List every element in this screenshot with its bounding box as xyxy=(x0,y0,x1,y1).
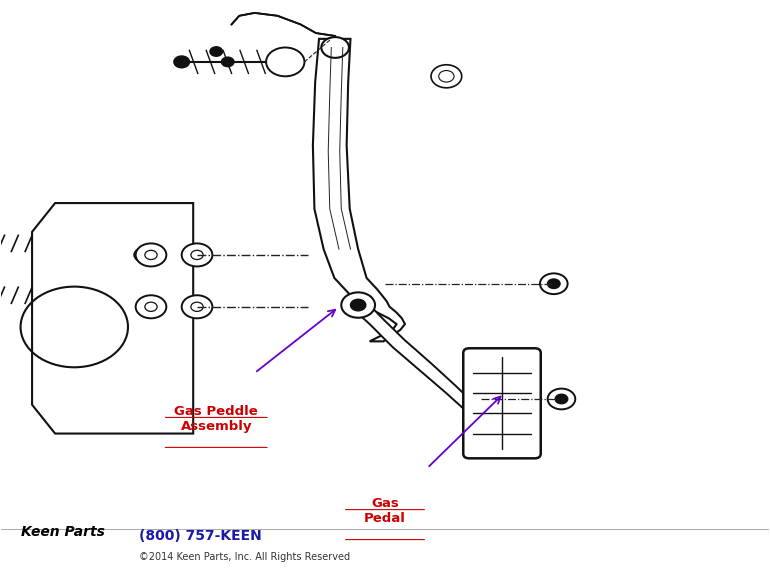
Text: Gas
Pedal: Gas Pedal xyxy=(364,497,406,525)
Text: ©2014 Keen Parts, Inc. All Rights Reserved: ©2014 Keen Parts, Inc. All Rights Reserv… xyxy=(139,552,350,562)
Circle shape xyxy=(555,394,567,404)
Circle shape xyxy=(547,389,575,409)
Circle shape xyxy=(136,243,166,266)
Polygon shape xyxy=(32,203,193,434)
Text: (800) 757-KEEN: (800) 757-KEEN xyxy=(139,529,263,543)
Circle shape xyxy=(341,292,375,318)
Circle shape xyxy=(174,56,189,68)
Text: Gas Peddle
Assembly: Gas Peddle Assembly xyxy=(174,405,258,433)
Text: Keen Parts: Keen Parts xyxy=(21,525,105,539)
Circle shape xyxy=(222,57,234,67)
Circle shape xyxy=(182,295,213,318)
Circle shape xyxy=(547,279,560,288)
Circle shape xyxy=(136,295,166,318)
Circle shape xyxy=(182,243,213,266)
Circle shape xyxy=(350,299,366,311)
Polygon shape xyxy=(350,301,484,422)
Circle shape xyxy=(210,47,223,56)
Circle shape xyxy=(540,273,567,294)
Polygon shape xyxy=(313,39,405,342)
FancyBboxPatch shape xyxy=(464,349,541,459)
Circle shape xyxy=(321,37,349,58)
